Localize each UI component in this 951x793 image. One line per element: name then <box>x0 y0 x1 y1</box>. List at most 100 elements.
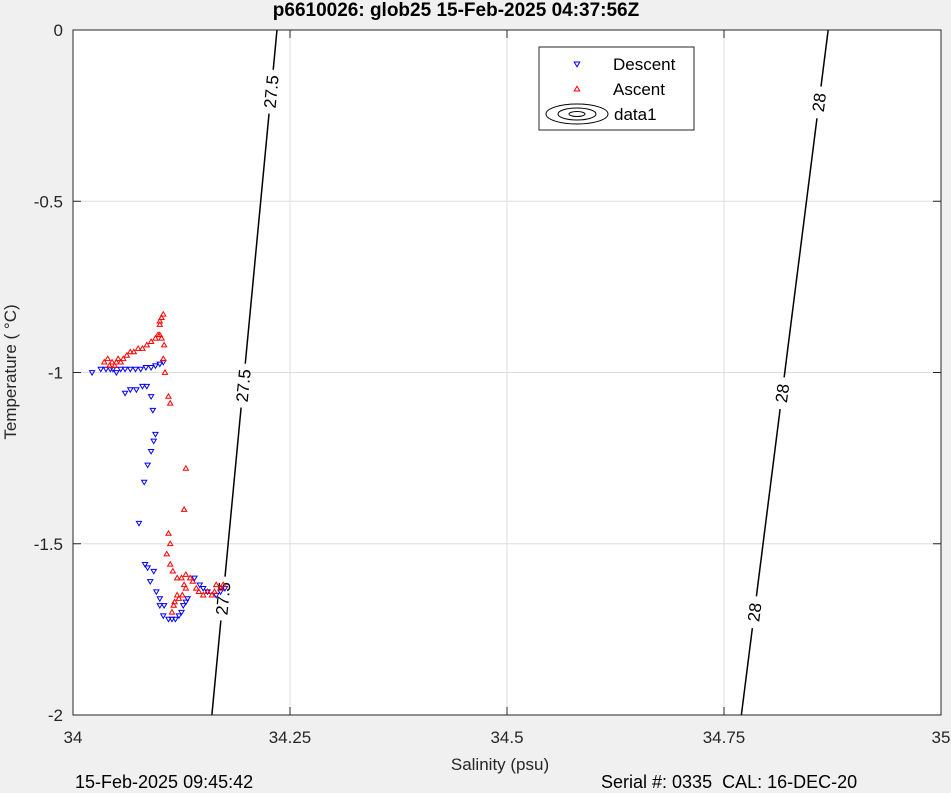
y-tick-label: -2 <box>48 706 63 725</box>
descent-point <box>150 438 158 445</box>
descent-point <box>144 565 152 572</box>
data-points <box>88 310 229 623</box>
legend-contour-icon <box>545 103 609 125</box>
ascent-point <box>165 529 172 536</box>
descent-point <box>102 366 110 373</box>
ascent-point <box>156 320 164 327</box>
descent-point <box>132 366 139 373</box>
ascent-point <box>159 310 167 317</box>
ascent-point <box>186 574 194 581</box>
y-axis-label: Temperature ( °C) <box>1 304 20 439</box>
legend-ascent-marker <box>573 85 581 92</box>
ascent-point <box>161 368 169 375</box>
descent-point <box>151 363 159 370</box>
y-tick-label: -1 <box>48 364 63 383</box>
descent-point <box>121 390 129 397</box>
ascent-point <box>212 581 220 588</box>
legend-label: data1 <box>614 105 657 124</box>
descent-point <box>147 394 155 401</box>
ascent-point <box>117 358 125 365</box>
ascent-point <box>159 355 167 362</box>
ascent-point <box>199 591 207 598</box>
descent-point <box>159 613 167 620</box>
descent-point <box>165 616 172 623</box>
ascent-point <box>156 331 164 338</box>
ascent-point <box>130 348 138 355</box>
contour-label: 28 <box>772 383 793 404</box>
ascent-point <box>211 588 218 595</box>
contour-label: 28 <box>809 92 830 113</box>
contour-line <box>820 29 829 87</box>
ascent-point <box>105 362 113 368</box>
ascent-point <box>182 584 190 591</box>
y-tick-label: 0 <box>54 21 63 40</box>
ascent-point <box>108 358 116 365</box>
ascent-point <box>166 540 174 547</box>
legend-label: Descent <box>613 55 676 74</box>
descent-point <box>147 365 155 371</box>
ascent-point <box>182 464 190 471</box>
x-axis-label: Salinity (psu) <box>451 755 549 774</box>
descent-point <box>132 387 140 394</box>
x-axis-ticks: 34 34.25 34.5 34.75 35 <box>64 30 951 747</box>
ascent-point <box>195 588 203 595</box>
descent-point <box>140 479 148 486</box>
ascent-point <box>178 574 185 581</box>
ascent-point <box>180 505 188 512</box>
x-tick-label: 34.5 <box>490 728 523 747</box>
contour-label: 27.5 <box>261 74 283 109</box>
descent-point <box>160 603 168 609</box>
ascent-point <box>173 574 181 581</box>
descent-point <box>191 575 198 582</box>
descent-point <box>196 582 204 589</box>
ascent-point <box>180 581 188 588</box>
contour-line <box>211 620 222 716</box>
ascent-point <box>156 317 164 324</box>
x-tick-label: 35 <box>932 728 951 747</box>
ascent-point <box>169 567 177 574</box>
legend: Descent Ascent data1 <box>538 46 695 131</box>
ascent-point <box>204 588 212 595</box>
descent-point <box>156 361 164 368</box>
descent-point <box>121 366 129 373</box>
contour-line <box>755 409 781 597</box>
descent-point <box>149 407 157 414</box>
ascent-point <box>151 334 159 341</box>
ascent-point <box>170 601 178 608</box>
descent-point <box>144 462 152 469</box>
descent-point <box>175 613 183 620</box>
ascent-point <box>143 341 151 348</box>
descent-point <box>199 585 207 592</box>
ascent-point <box>112 358 120 365</box>
descent-point <box>126 366 134 373</box>
ascent-point <box>158 334 166 341</box>
descent-point <box>88 370 96 377</box>
descent-point <box>182 599 190 606</box>
descent-point <box>156 596 164 603</box>
ascent-point <box>163 550 171 557</box>
contour-label: 27.5 <box>233 368 255 403</box>
descent-point <box>179 603 187 609</box>
y-axis-ticks: -2 -1.5 -1 -0.5 0 <box>34 21 941 725</box>
descent-point <box>146 579 154 586</box>
contour-line <box>224 407 242 577</box>
ascent-point <box>166 399 174 406</box>
serial-cal-footer: Serial #: 0335 CAL: 16-DEC-20 <box>601 772 858 792</box>
ascent-point <box>192 584 200 591</box>
descent-point <box>112 370 120 377</box>
ascent-point <box>166 560 174 567</box>
descent-point <box>150 568 158 575</box>
descent-point <box>178 609 185 616</box>
y-tick-label: -0.5 <box>34 192 63 211</box>
ascent-point <box>104 355 112 362</box>
descent-point <box>141 561 149 568</box>
legend-label: Ascent <box>613 80 665 99</box>
descent-point <box>126 387 134 394</box>
ascent-point <box>217 584 225 591</box>
descent-point <box>152 589 160 596</box>
descent-point <box>135 520 143 527</box>
ascent-point <box>126 348 134 355</box>
legend-contour-icon <box>568 111 586 117</box>
ascent-point <box>114 355 122 362</box>
